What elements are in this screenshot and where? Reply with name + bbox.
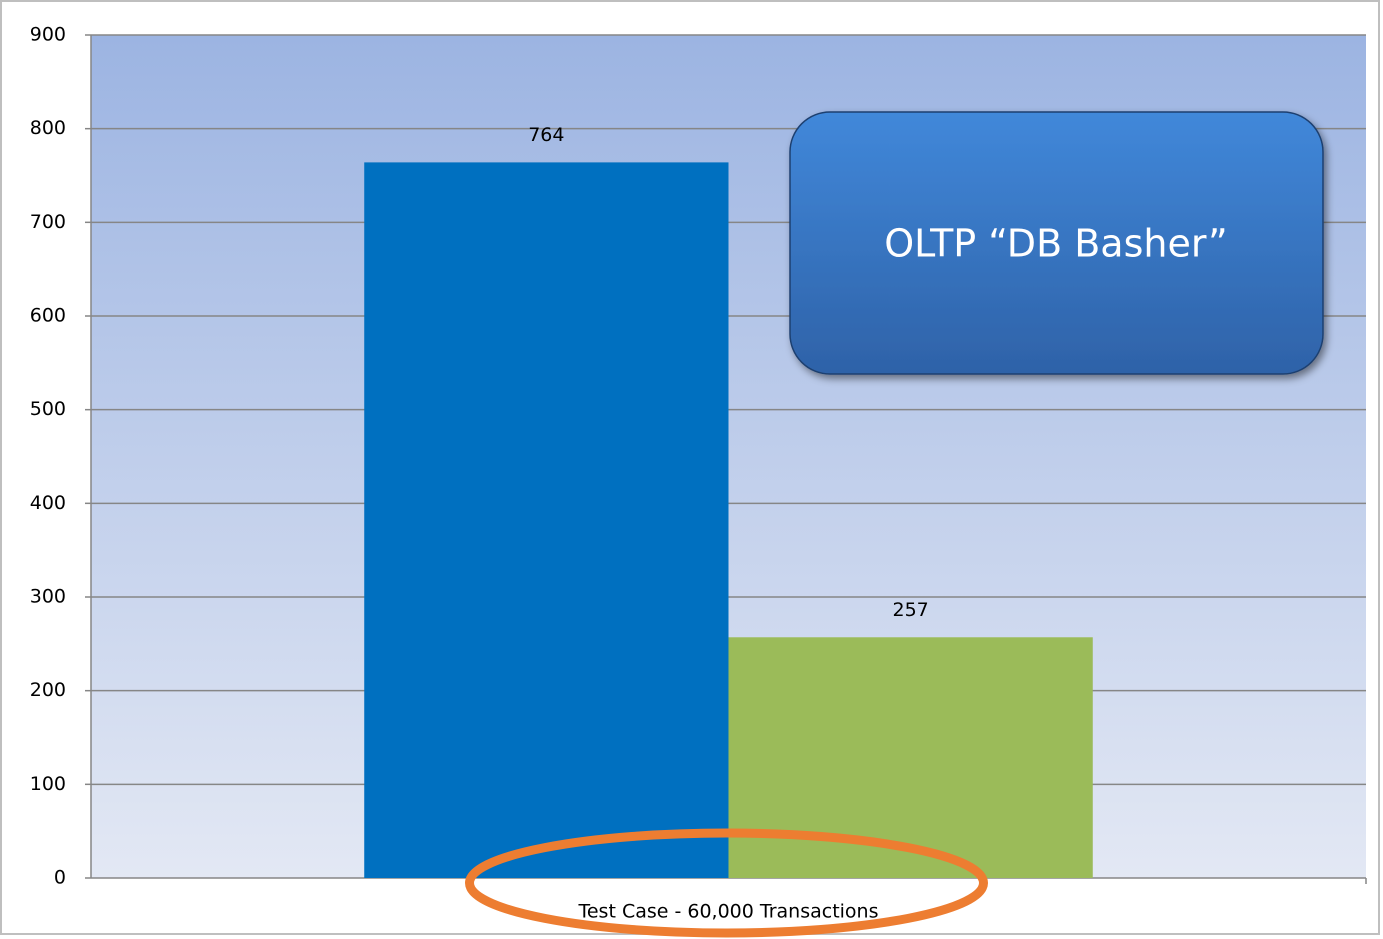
y-tick-label: 100 — [30, 773, 66, 795]
y-tick-label: 700 — [30, 211, 66, 233]
y-tick-label: 800 — [30, 117, 66, 139]
annotation-text: OLTP “DB Basher” — [884, 222, 1228, 266]
highlight-ellipse — [465, 828, 988, 938]
bar — [364, 162, 729, 879]
data-label: 764 — [528, 124, 564, 146]
x-tick-label: Test Case - 60,000 Transactions — [577, 901, 878, 923]
y-tick-label: 500 — [30, 398, 66, 420]
annotation-box — [789, 111, 1324, 375]
y-tick-label: 0 — [54, 867, 66, 889]
y-tick-label: 400 — [30, 492, 66, 514]
y-tick-label: 300 — [30, 586, 66, 608]
y-tick-label: 600 — [30, 305, 66, 327]
data-label: 257 — [893, 599, 929, 621]
y-tick-label: 200 — [30, 679, 66, 701]
y-tick-label: 900 — [30, 24, 66, 46]
bar — [728, 637, 1093, 878]
